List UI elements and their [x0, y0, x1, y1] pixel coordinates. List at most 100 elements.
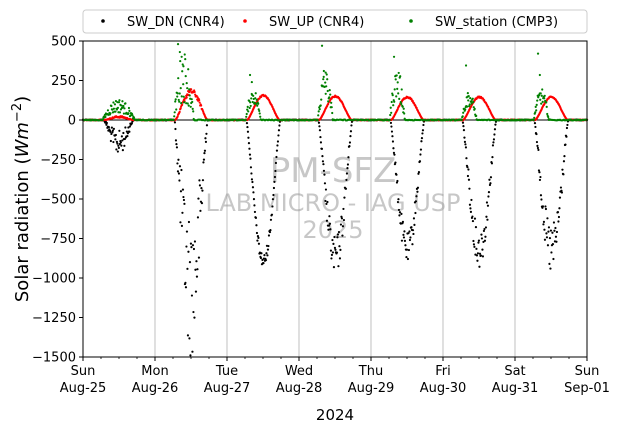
data-point — [493, 128, 497, 131]
data-point — [483, 239, 487, 242]
data-point — [183, 101, 186, 104]
data-point — [252, 197, 256, 201]
data-point — [545, 232, 548, 235]
data-point — [416, 190, 419, 193]
data-point — [420, 140, 423, 143]
data-point — [246, 130, 250, 133]
data-point — [182, 95, 185, 98]
data-point — [325, 202, 328, 205]
data-point — [537, 96, 540, 99]
data-point — [405, 255, 408, 259]
data-point — [541, 205, 545, 208]
data-point — [328, 215, 331, 218]
data-point — [549, 229, 553, 232]
watermark: PM-SFZ LAB MICRO - IAG USP 2025 — [205, 151, 460, 244]
data-point — [558, 196, 562, 199]
data-point — [418, 160, 422, 163]
data-point — [109, 130, 112, 133]
data-point — [391, 93, 394, 97]
data-point — [403, 112, 406, 115]
data-point — [419, 153, 422, 156]
data-point — [482, 229, 486, 233]
data-point — [403, 239, 407, 242]
data-point — [179, 221, 182, 224]
data-point — [388, 118, 391, 122]
data-point — [256, 234, 260, 238]
data-point — [460, 118, 463, 122]
data-point — [179, 190, 183, 193]
data-point — [331, 111, 334, 115]
data-point — [329, 93, 332, 96]
data-point — [258, 112, 261, 115]
data-point — [182, 195, 185, 199]
data-point — [566, 123, 569, 127]
data-point — [274, 169, 277, 173]
data-point — [468, 103, 471, 106]
data-point — [461, 115, 464, 118]
data-point — [480, 233, 483, 236]
data-point — [269, 229, 272, 232]
data-point — [248, 153, 252, 156]
data-point — [550, 251, 553, 254]
data-point — [121, 100, 124, 103]
data-point-outlier — [322, 69, 325, 73]
data-point — [538, 171, 541, 174]
data-point — [255, 224, 258, 227]
data-point — [183, 202, 186, 205]
data-point — [398, 97, 401, 100]
data-point — [204, 137, 207, 140]
data-point — [409, 236, 412, 239]
data-point-outlier — [248, 73, 252, 77]
data-point — [331, 118, 334, 121]
data-point-outlier — [178, 50, 181, 54]
data-point — [467, 99, 470, 102]
data-point — [392, 151, 396, 154]
data-point — [255, 98, 258, 101]
data-point — [105, 123, 108, 126]
data-point — [422, 123, 425, 127]
data-point — [549, 267, 552, 270]
data-point — [110, 104, 113, 108]
data-point — [474, 226, 478, 229]
data-point — [560, 189, 563, 192]
data-point-outlier — [324, 71, 327, 74]
data-point — [335, 251, 339, 254]
data-point — [178, 110, 181, 114]
data-point — [316, 118, 319, 122]
x-axis-title: 2024 — [316, 406, 354, 424]
data-point — [196, 216, 200, 219]
data-point — [250, 172, 253, 175]
data-point — [266, 248, 270, 251]
data-point — [181, 70, 184, 73]
data-point — [253, 204, 256, 207]
data-point — [417, 170, 421, 174]
data-point — [400, 102, 403, 106]
data-point — [534, 111, 537, 114]
data-point — [401, 105, 404, 108]
data-point — [118, 111, 122, 114]
data-point — [400, 239, 404, 242]
data-point — [547, 226, 551, 229]
data-point — [185, 82, 188, 85]
data-point — [185, 245, 188, 248]
data-point — [494, 123, 497, 126]
y-tick-label: 0 — [68, 114, 76, 129]
data-point — [325, 219, 329, 222]
data-point — [535, 140, 539, 144]
data-point — [175, 108, 178, 111]
data-point — [114, 138, 117, 141]
data-point — [391, 140, 395, 143]
data-point — [251, 180, 254, 184]
data-point — [325, 85, 328, 88]
data-point — [473, 245, 476, 248]
data-point — [173, 111, 176, 114]
data-point — [192, 310, 195, 314]
data-point — [177, 98, 180, 102]
data-point — [245, 122, 249, 125]
data-point — [337, 230, 341, 234]
data-point-outlier — [536, 52, 540, 55]
data-point — [349, 130, 353, 133]
data-point — [129, 114, 132, 117]
data-point — [118, 129, 121, 132]
data-point — [189, 105, 192, 108]
